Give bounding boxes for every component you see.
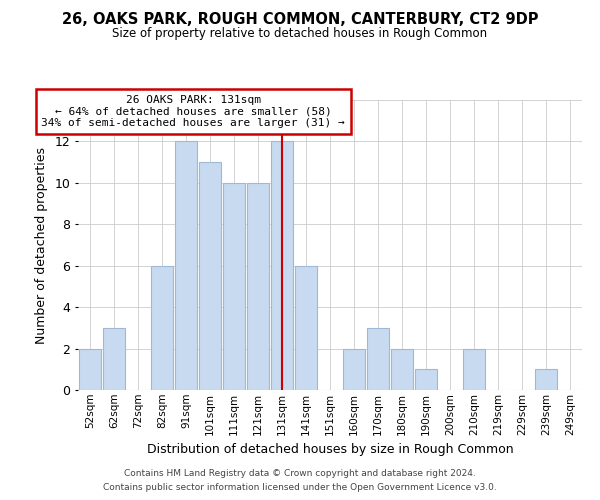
- Bar: [343, 348, 365, 390]
- Text: Contains HM Land Registry data © Crown copyright and database right 2024.: Contains HM Land Registry data © Crown c…: [124, 468, 476, 477]
- Y-axis label: Number of detached properties: Number of detached properties: [35, 146, 47, 344]
- Bar: [463, 348, 485, 390]
- Bar: [247, 183, 269, 390]
- Bar: [79, 348, 101, 390]
- Bar: [295, 266, 317, 390]
- Text: 26, OAKS PARK, ROUGH COMMON, CANTERBURY, CT2 9DP: 26, OAKS PARK, ROUGH COMMON, CANTERBURY,…: [62, 12, 538, 28]
- Bar: [367, 328, 389, 390]
- Bar: [199, 162, 221, 390]
- Text: 26 OAKS PARK: 131sqm
← 64% of detached houses are smaller (58)
34% of semi-detac: 26 OAKS PARK: 131sqm ← 64% of detached h…: [41, 95, 345, 128]
- Bar: [223, 183, 245, 390]
- Bar: [151, 266, 173, 390]
- Bar: [391, 348, 413, 390]
- Text: Contains public sector information licensed under the Open Government Licence v3: Contains public sector information licen…: [103, 484, 497, 492]
- X-axis label: Distribution of detached houses by size in Rough Common: Distribution of detached houses by size …: [146, 443, 514, 456]
- Bar: [271, 142, 293, 390]
- Bar: [175, 142, 197, 390]
- Bar: [535, 370, 557, 390]
- Bar: [103, 328, 125, 390]
- Text: Size of property relative to detached houses in Rough Common: Size of property relative to detached ho…: [112, 28, 488, 40]
- Bar: [415, 370, 437, 390]
